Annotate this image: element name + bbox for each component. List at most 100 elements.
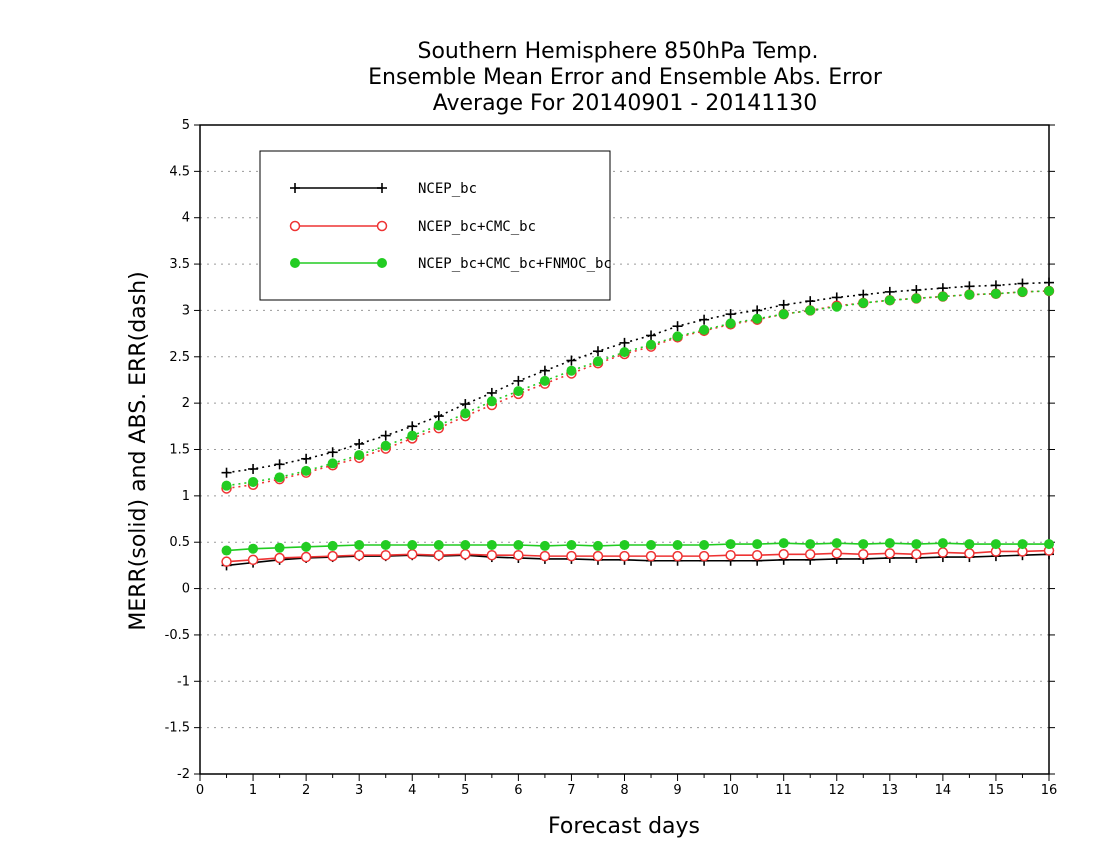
x-tick-label: 8 [620, 783, 628, 798]
series-1-merr-point [672, 550, 683, 562]
series-1-merr-point [486, 549, 498, 561]
x-tick-label: 15 [988, 783, 1005, 798]
series-0-abs-err-line [226, 281, 1050, 474]
series [221, 277, 1055, 571]
series-2-merr-point [539, 540, 550, 551]
series-2-merr-point [274, 542, 285, 553]
series-1-merr-point [698, 550, 710, 562]
series-0 [221, 277, 1054, 571]
series-2-merr-line [226, 542, 1049, 552]
x-axis-label: Forecast days [548, 814, 700, 839]
y-tick-label: 1.5 [169, 443, 190, 458]
y-tick-label: 2 [182, 396, 190, 411]
grid [200, 170, 1049, 729]
series-2-merr-point [964, 539, 975, 550]
series-0-abs-err-point [407, 421, 418, 432]
series-2-merr-point [221, 545, 232, 556]
series-2-merr-point [619, 539, 630, 550]
series-1-merr-point [778, 549, 789, 560]
series-0-abs-err-point [805, 296, 816, 307]
series-2-abs-err-point [937, 291, 948, 302]
legend-label: NCEP_bc+CMC_bc+FNMOC_bc [418, 256, 612, 272]
y-axis-label: MERR(solid) and ABS. ERR(dash) [126, 271, 151, 630]
legend-entry-2: NCEP_bc+CMC_bc+FNMOC_bc [290, 256, 612, 272]
series-1-merr-point [858, 549, 869, 560]
series-1-merr-point [725, 549, 736, 561]
series-2-merr-point [566, 539, 577, 550]
x-tick-label: 3 [355, 783, 363, 798]
y-tick-label: -1 [177, 674, 190, 689]
y-tick-label: 0.5 [169, 535, 190, 550]
series-1-merr-point [937, 547, 949, 558]
series-0-abs-err-point [725, 309, 736, 320]
series-2-abs-err-point [805, 305, 816, 316]
series-0-abs-err-point [380, 430, 391, 441]
x-tick-label: 2 [302, 783, 310, 798]
series-2-merr-point [513, 539, 524, 550]
series-1-merr-point [964, 548, 975, 559]
series-2-merr-point [672, 539, 683, 550]
series-2-merr-point [752, 539, 763, 550]
series-2-merr-point [805, 539, 816, 550]
series-1-merr-point [592, 550, 604, 562]
series-2-merr-point [460, 539, 471, 550]
series-2-abs-err-point [831, 301, 842, 312]
series-0-abs-err-point [221, 467, 232, 478]
y-tick-label: 3 [182, 303, 190, 318]
series-1-merr-point [539, 550, 551, 562]
y-tick-label: 0 [182, 582, 190, 597]
legend-marker-end [377, 183, 387, 193]
series-2-abs-err-point [354, 450, 365, 461]
series-2-abs-err-point [752, 313, 763, 324]
y-tick-label: -0.5 [165, 628, 190, 643]
x-tick-label: 10 [722, 783, 739, 798]
chart-title: Southern Hemisphere 850hPa Temp. Ensembl… [368, 39, 883, 116]
x-tick-label: 7 [567, 783, 575, 798]
series-2-abs-err-point [407, 430, 418, 441]
chart-title-line-2: Ensemble Mean Error and Ensemble Abs. Er… [368, 65, 883, 90]
x-tick-label: 16 [1041, 783, 1058, 798]
legend-marker-end [376, 220, 388, 232]
series-2-merr-point [937, 538, 948, 549]
y-tick-label: 5 [182, 118, 190, 133]
series-1-merr-point [460, 549, 471, 560]
series-0-abs-err-point [752, 305, 763, 316]
series-1-merr-point [911, 549, 922, 560]
series-1-merr-point [619, 550, 630, 562]
series-2-abs-err-point [1017, 286, 1028, 297]
series-0-abs-err-point [327, 447, 338, 458]
series-2-merr-point [407, 539, 418, 550]
x-tick-label: 0 [196, 783, 204, 798]
series-2-abs-err-point [433, 420, 444, 431]
legend-marker-start [290, 258, 300, 268]
y-tick-label: -1.5 [165, 721, 190, 736]
series-0-abs-err-point [460, 399, 471, 410]
series-0-abs-err-point [672, 321, 683, 332]
series-0-abs-err-point [566, 355, 577, 366]
series-0-abs-err-point [513, 375, 524, 386]
series-2-merr-point [884, 538, 895, 549]
series-0-abs-err-point [592, 346, 603, 357]
series-2-merr-point [646, 539, 657, 550]
x-tick-label: 11 [775, 783, 792, 798]
x-tick-label: 1 [249, 783, 257, 798]
legend-entry-0: NCEP_bc [290, 181, 477, 197]
series-2-merr-point [327, 540, 338, 551]
x-tick-label: 12 [828, 783, 845, 798]
series-1-merr-point [274, 552, 285, 564]
series-0-abs-err-point [301, 453, 312, 464]
legend-entry-1: NCEP_bc+CMC_bc [289, 219, 536, 235]
series-0-abs-err-point [646, 330, 657, 341]
series-2-abs-err-point [725, 318, 736, 329]
series-2-merr-point [1017, 539, 1028, 550]
series-2-abs-err-point [486, 396, 497, 407]
series-1-merr-point [645, 550, 657, 562]
series-2-abs-err-point [778, 309, 789, 320]
series-2-abs-err-point [699, 324, 710, 335]
series-2-abs-err-point [380, 440, 391, 451]
series-2-abs-err-point [911, 293, 922, 304]
y-tick-label: 4.5 [169, 164, 190, 179]
series-2-abs-err-point [327, 458, 338, 469]
y-tick-label: 3.5 [169, 257, 190, 272]
